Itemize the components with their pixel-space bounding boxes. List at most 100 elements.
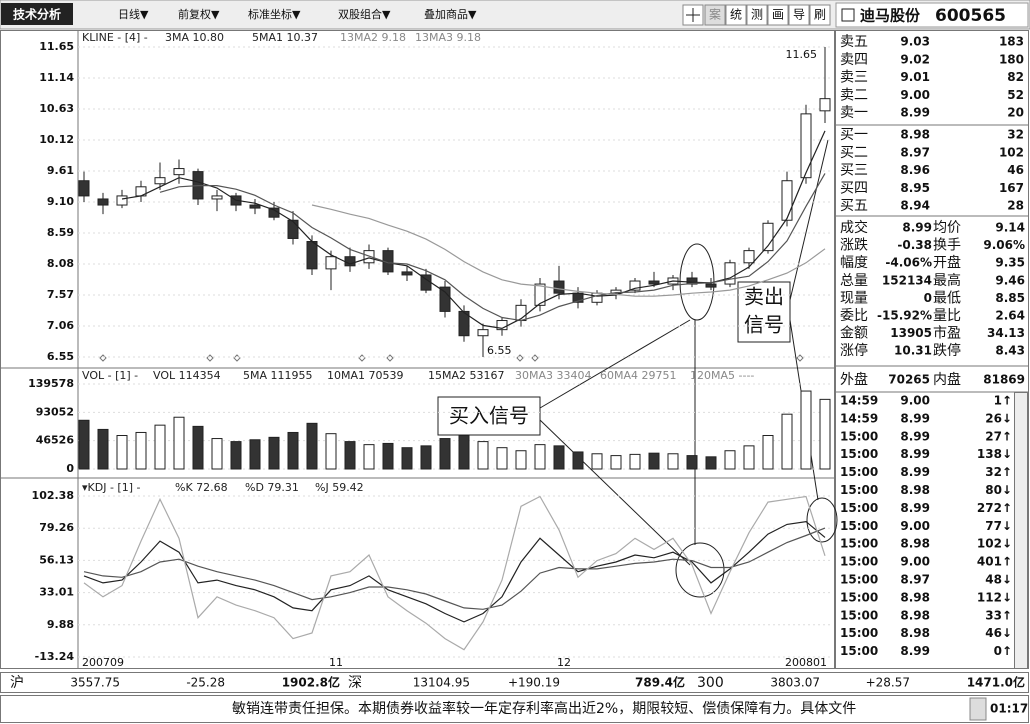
scrollbar[interactable] bbox=[1014, 392, 1028, 669]
candle-body bbox=[781, 180, 793, 221]
tick-volume: 27↑ bbox=[985, 429, 1012, 443]
tick-price: 8.98 bbox=[900, 590, 930, 604]
tick-volume: 46↓ bbox=[985, 626, 1012, 640]
tab-title[interactable]: 技术分析 bbox=[13, 7, 61, 22]
candle-body bbox=[705, 283, 717, 288]
tick-time: 15:00 bbox=[840, 644, 878, 658]
book-label: 卖二 bbox=[840, 87, 868, 103]
stat-value: 9.46 bbox=[995, 273, 1025, 287]
candle-body bbox=[116, 195, 128, 206]
stock-name: 迪马股份 bbox=[860, 7, 921, 25]
tick-time: 15:00 bbox=[840, 590, 878, 604]
book-price: 9.01 bbox=[900, 70, 930, 84]
tool-button[interactable] bbox=[704, 4, 726, 26]
tool-button[interactable] bbox=[725, 4, 747, 26]
volume-bar bbox=[800, 390, 812, 470]
volume-bar bbox=[97, 428, 109, 470]
line-series bbox=[83, 520, 826, 623]
clock: 01:17 bbox=[990, 702, 1028, 716]
candle-body bbox=[819, 98, 831, 112]
volume-bar bbox=[211, 438, 223, 470]
x-tick-label: 11 bbox=[329, 656, 343, 669]
frames bbox=[0, 30, 1029, 723]
arrow bbox=[539, 319, 691, 409]
y-tick-label: 8.08 bbox=[47, 257, 74, 270]
candle-body bbox=[325, 256, 337, 270]
y-tick-label: 7.06 bbox=[47, 319, 74, 332]
tick-time: 15:00 bbox=[840, 555, 878, 569]
candle-body bbox=[173, 168, 185, 176]
volume-bar bbox=[268, 436, 280, 470]
tool-button[interactable] bbox=[767, 4, 789, 26]
tick-volume: 33↑ bbox=[985, 608, 1012, 622]
arrow bbox=[539, 419, 691, 566]
tick-volume: 48↓ bbox=[985, 573, 1012, 587]
tick-time: 14:59 bbox=[840, 411, 878, 425]
scroll-button[interactable] bbox=[969, 697, 987, 721]
tool-label[interactable]: 导 bbox=[793, 8, 805, 22]
tick-volume: 112↓ bbox=[977, 590, 1012, 604]
stat-value: 9.14 bbox=[995, 221, 1025, 235]
menu[interactable]: 叠加商品▼ bbox=[424, 7, 477, 21]
tick-volume: 26↓ bbox=[985, 411, 1012, 425]
tick-price: 8.98 bbox=[900, 608, 930, 622]
tool-label[interactable]: 刷 bbox=[814, 8, 826, 22]
tool-label[interactable]: 测 bbox=[751, 8, 763, 22]
book-volume: 32 bbox=[1007, 128, 1024, 142]
panel-legend: 30MA3 33404 bbox=[515, 369, 592, 382]
stat-value: 8.85 bbox=[995, 291, 1025, 305]
stat-label: 现量 bbox=[840, 290, 868, 306]
volume-bar bbox=[534, 444, 546, 470]
tick-price: 8.98 bbox=[900, 626, 930, 640]
volume-bar bbox=[553, 445, 565, 470]
stat-value: 9.35 bbox=[995, 256, 1025, 270]
tool-label[interactable]: 画 bbox=[772, 8, 784, 22]
signal-marker bbox=[99, 354, 804, 362]
volume-bar bbox=[686, 455, 698, 470]
candle-body bbox=[439, 286, 451, 312]
market-value: 3557.75 bbox=[70, 676, 120, 690]
menu[interactable]: 日线▼ bbox=[118, 7, 149, 21]
stat-label: 最高 bbox=[933, 272, 961, 289]
tick-price: 8.99 bbox=[900, 429, 930, 443]
stat-value: 8.43 bbox=[995, 344, 1025, 358]
tick-volume: 1↑ bbox=[994, 394, 1012, 408]
tab-bg[interactable] bbox=[1, 3, 73, 25]
candle-body bbox=[496, 320, 508, 331]
volume-bar bbox=[705, 456, 717, 470]
stat-value: 13905 bbox=[890, 326, 932, 340]
panel-legend: %K 72.68 bbox=[175, 481, 228, 494]
ellipse bbox=[675, 542, 725, 598]
annotation-box bbox=[437, 396, 541, 436]
menu[interactable]: 双股组合▼ bbox=[338, 7, 391, 21]
y-tick-label: 33.01 bbox=[39, 586, 74, 599]
stock-icon[interactable] bbox=[841, 8, 855, 22]
line-series bbox=[83, 495, 826, 651]
tick-price: 9.00 bbox=[900, 519, 930, 533]
book-label: 卖一 bbox=[840, 105, 868, 121]
stat-value: 0 bbox=[924, 291, 932, 305]
panel-legend: 10MA1 70539 bbox=[327, 369, 404, 382]
book-volume: 180 bbox=[999, 52, 1024, 66]
menu[interactable]: 前复权▼ bbox=[178, 7, 220, 21]
y-tick-label: 0 bbox=[66, 462, 74, 475]
tool-label[interactable]: 案 bbox=[709, 7, 721, 22]
menu[interactable]: 标准坐标▼ bbox=[248, 7, 301, 21]
tick-volume: 0↑ bbox=[994, 644, 1012, 658]
volume-bar bbox=[591, 453, 603, 470]
volume-bar bbox=[325, 433, 337, 470]
book-price: 8.99 bbox=[900, 106, 930, 120]
tool-button[interactable] bbox=[809, 4, 831, 26]
y-tick-label: 11.14 bbox=[39, 71, 74, 84]
tool-label[interactable]: 统 bbox=[730, 8, 742, 22]
panel-legend: %J 59.42 bbox=[315, 481, 364, 494]
tool-button[interactable] bbox=[788, 4, 810, 26]
tick-price: 8.98 bbox=[900, 483, 930, 497]
tool-button[interactable] bbox=[746, 4, 768, 26]
book-volume: 82 bbox=[1007, 70, 1024, 84]
volume-bar bbox=[116, 435, 128, 470]
tick-volume: 272↑ bbox=[977, 501, 1012, 515]
arrow bbox=[789, 139, 829, 301]
candle-body bbox=[762, 222, 774, 252]
stat-label: 涨停 bbox=[840, 342, 868, 359]
